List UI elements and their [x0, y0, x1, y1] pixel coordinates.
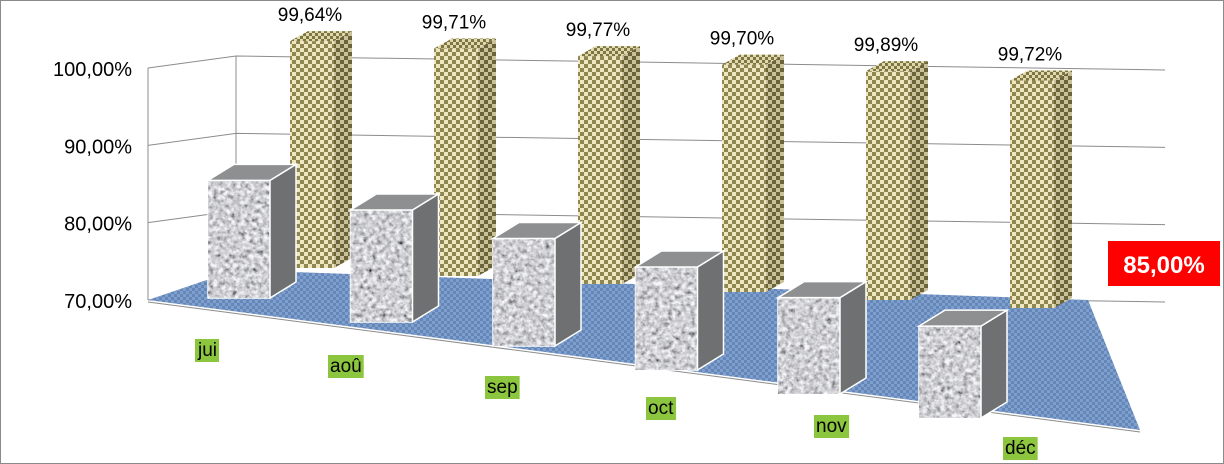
x-tick-label-bg [814, 415, 850, 438]
front-bar [916, 308, 1010, 420]
y-tick-label: 100,00% [53, 59, 132, 81]
floor-value-label: 85,00% [1123, 252, 1204, 279]
back-bar [1010, 80, 1054, 308]
data-label: 99,64% [278, 5, 343, 26]
front-bar-top [632, 250, 727, 268]
front-bar-side [269, 163, 297, 300]
front-bar-side [839, 280, 867, 396]
x-tick-label: jui [197, 340, 217, 361]
front-bar-side [980, 308, 1008, 420]
y-tick-label: 80,00% [64, 214, 132, 236]
back-bar-side [766, 54, 784, 293]
x-tick-label: nov [816, 416, 847, 437]
front-bar-texture [208, 180, 270, 298]
back-bar-side [478, 38, 496, 277]
front-bar-top [775, 280, 869, 299]
back-bar [722, 64, 766, 293]
x-tick-label-bg [646, 397, 677, 420]
front-bar [632, 249, 727, 372]
back-bar-top [1010, 70, 1072, 81]
back-bar-side [910, 61, 928, 301]
back-bar-top [290, 31, 352, 42]
floor-value-badge [1108, 241, 1220, 286]
x-tick-label-bg [1003, 437, 1038, 460]
x-tick-label-bg [485, 376, 520, 399]
data-label: 99,71% [422, 13, 487, 34]
back-bar-side [1054, 70, 1072, 308]
data-label: 99,72% [998, 44, 1063, 65]
front-bar-side [554, 221, 582, 348]
x-tick-label: aoû [330, 356, 362, 377]
x-tick-label: oct [648, 398, 674, 419]
back-bar [290, 41, 334, 269]
front-bar-texture [919, 326, 981, 418]
back-bar [866, 71, 910, 300]
back-bar-top [722, 54, 784, 65]
back-bar [578, 56, 622, 285]
front-bar [490, 221, 584, 348]
front-bar-top [347, 193, 442, 211]
back-bar-side [622, 46, 640, 285]
back-bar-side [334, 31, 352, 269]
x-tick-label-bg [328, 355, 364, 378]
back-bar [434, 48, 478, 277]
front-bar-side [411, 192, 440, 324]
front-bar [205, 163, 299, 300]
data-label: 99,89% [854, 35, 919, 56]
front-bar-texture [778, 297, 840, 394]
back-bar-top [578, 46, 640, 57]
front-bar [775, 280, 869, 396]
front-bar-top [490, 221, 584, 240]
front-bar-texture [493, 238, 555, 346]
front-bar-top [916, 309, 1010, 327]
x-tick-label-bg [195, 339, 220, 362]
y-tick-label: 90,00% [64, 136, 132, 158]
front-bar-side [696, 249, 725, 372]
back-bar-top [866, 61, 928, 72]
data-label: 99,77% [566, 20, 631, 41]
x-tick-label: sep [487, 377, 518, 398]
front-bar [347, 192, 442, 324]
data-label: 99,70% [710, 29, 775, 50]
front-bar-texture [350, 210, 413, 322]
y-tick-label: 70,00% [64, 291, 132, 313]
front-bar-texture [635, 266, 698, 370]
back-bar-top [434, 38, 496, 49]
x-tick-label: déc [1005, 438, 1036, 459]
front-bar-top [205, 163, 299, 182]
